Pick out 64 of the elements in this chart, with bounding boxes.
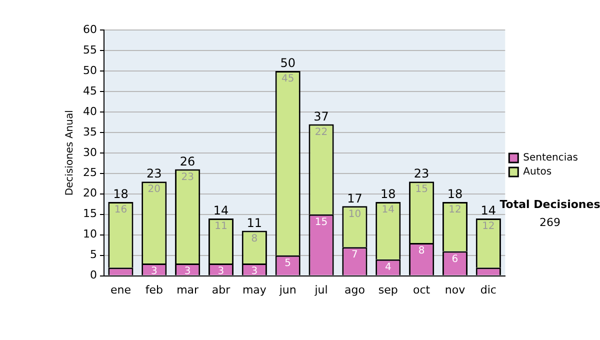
data-label: 5: [284, 258, 292, 269]
y-axis-title: Decisiones Anual: [64, 110, 76, 196]
y-tick-label: 40: [82, 104, 97, 118]
y-tick-label: 5: [90, 248, 97, 262]
data-label: 7: [352, 250, 358, 261]
total-label: 14: [213, 204, 229, 218]
data-label: 23: [181, 172, 194, 183]
y-tick-label: 45: [82, 84, 97, 98]
y-tick-label: 35: [82, 125, 97, 138]
data-label: 8: [418, 246, 425, 257]
y-tick-label: 20: [82, 186, 97, 200]
y-tick-label: 60: [82, 22, 97, 36]
data-label: 3: [150, 266, 158, 278]
data-label: 45: [281, 74, 294, 85]
total-label: 26: [180, 154, 196, 168]
y-tick-label: 0: [90, 268, 97, 282]
x-tick-label: jun: [278, 283, 296, 296]
text: 269: [540, 216, 560, 229]
x-tick-label: oct: [413, 283, 431, 296]
annotation: Total Decisiones: [500, 198, 600, 211]
total-label: 23: [414, 166, 430, 181]
data-label: 6: [452, 254, 458, 265]
y-tick-label: 50: [82, 64, 97, 77]
x-tick-label: mar: [176, 283, 200, 296]
total-label: 50: [280, 56, 296, 70]
x-tick-label: abr: [212, 283, 231, 296]
x-tick-label: jul: [314, 283, 328, 296]
data-label: 3: [251, 266, 258, 278]
data-label: 12: [482, 221, 495, 232]
total-label: 11: [246, 216, 262, 230]
x-tick-label: ago: [344, 283, 366, 296]
data-label: 8: [251, 233, 258, 244]
total-label: 23: [146, 166, 162, 181]
total-label: 18: [447, 187, 463, 202]
data-label: 12: [448, 204, 462, 216]
data-label: 16: [114, 204, 128, 216]
y-tick-label: 55: [82, 43, 97, 56]
total-label: 18: [113, 187, 128, 202]
x-tick-label: dic: [480, 283, 496, 296]
y-tick-label: 15: [82, 207, 97, 220]
total-label: 37: [314, 109, 329, 124]
data-label: 11: [214, 221, 228, 232]
x-tick-label: nov: [444, 283, 466, 296]
data-label: 3: [218, 266, 224, 278]
data-label: 14: [382, 204, 395, 216]
x-tick-label: ene: [110, 283, 132, 296]
total-label: 14: [480, 204, 496, 218]
y-tick-label: 25: [82, 166, 97, 180]
data-label: 4: [384, 262, 392, 274]
legend-label: Sentencias: [523, 152, 578, 164]
legend-label: Autos: [523, 166, 552, 178]
data-label: 22: [314, 126, 328, 138]
x-tick-label: feb: [145, 283, 163, 296]
data-label: 3: [184, 266, 191, 278]
x-tick-label: may: [242, 283, 267, 296]
data-label: 10: [348, 208, 362, 220]
x-tick-label: sep: [378, 283, 398, 296]
y-tick-label: 10: [82, 228, 97, 241]
data-label: 15: [314, 216, 328, 228]
data-label: 15: [415, 184, 428, 196]
total-label: 17: [347, 191, 362, 206]
y-tick-label: 30: [82, 146, 97, 159]
total-label: 18: [380, 187, 396, 202]
data-label: 20: [148, 184, 161, 196]
